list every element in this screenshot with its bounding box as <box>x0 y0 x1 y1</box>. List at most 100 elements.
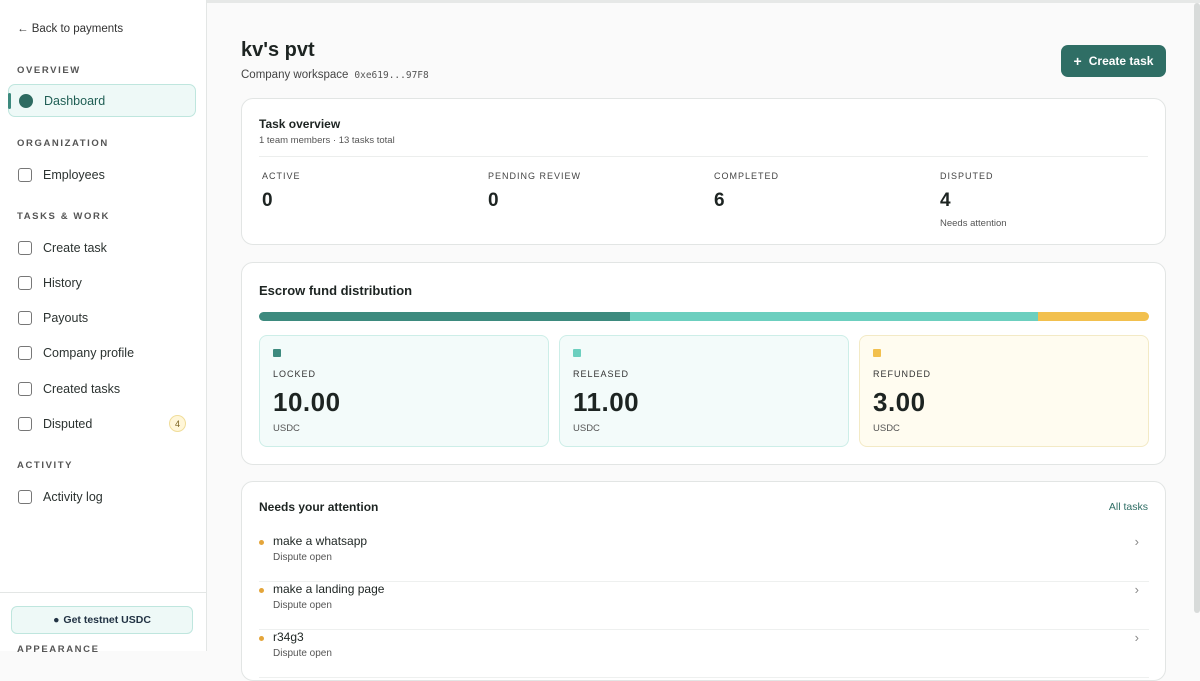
drop-icon: ● <box>53 614 60 626</box>
stat: ACTIVE 0 <box>262 171 482 212</box>
status-dot <box>259 588 264 593</box>
stat: DISPUTED 4 Needs attention <box>940 171 1160 229</box>
escrow-amount: 3.00 <box>873 387 926 417</box>
nav-badge: 4 <box>169 415 186 432</box>
nav-icon <box>18 275 32 290</box>
color-square <box>273 349 281 357</box>
color-square <box>573 349 581 357</box>
escrow-label: REFUNDED <box>873 369 932 379</box>
item-status: Dispute open <box>273 600 332 611</box>
item-status: Dispute open <box>273 552 332 563</box>
wallet-address: 0xe619...97F8 <box>354 70 429 81</box>
chevron: › <box>1134 630 1139 645</box>
bar-segment <box>259 312 630 321</box>
nav-item[interactable]: Disputed 4 <box>8 407 196 440</box>
nav-item[interactable]: Employees <box>8 158 196 191</box>
attention-item[interactable]: make a landing page Dispute open › <box>259 582 1149 630</box>
stat-label: PENDING REVIEW <box>488 171 582 181</box>
escrow-unit: USDC <box>573 423 600 434</box>
stat-value: 4 <box>940 190 951 211</box>
sidebar: ← Back to payments OVERVIEW Dashboard ORGAN… <box>0 0 207 655</box>
stat-value: 6 <box>714 190 725 211</box>
nav-label: Payouts <box>43 310 89 325</box>
stat-label: ACTIVE <box>262 171 301 181</box>
task-overview-card: Task overview 1 team members · 13 tasks t… <box>241 98 1166 245</box>
escrow-box: LOCKED 10.00 USDC <box>259 335 549 447</box>
back-arrow: ← <box>17 23 32 35</box>
nav-icon <box>18 345 32 360</box>
status-dot <box>259 636 264 641</box>
escrow-unit: USDC <box>873 423 900 434</box>
testnet-button[interactable]: ● Get testnet USDC <box>11 606 193 634</box>
card-title: Needs your attention <box>259 500 379 514</box>
nav-label: Create task <box>43 240 107 255</box>
escrow-amount: 11.00 <box>573 387 640 417</box>
attention-item[interactable]: r34g3 Dispute open › <box>259 630 1149 678</box>
stat-label: DISPUTED <box>940 171 994 181</box>
nav-label: Employees <box>43 167 105 182</box>
create-task-button[interactable]: + Create task <box>1061 45 1166 77</box>
attention-item[interactable]: make a whatsapp Dispute open › <box>259 534 1149 582</box>
escrow-card: Escrow fund distribution LOCKED 10.00 USDC R… <box>241 262 1166 465</box>
stat-label: COMPLETED <box>714 171 780 181</box>
item-status: Dispute open <box>273 648 332 659</box>
back-text: Back to payments <box>31 23 124 35</box>
all-tasks-link[interactable]: All tasks <box>1108 501 1148 513</box>
section-title: OVERVIEW <box>17 65 81 76</box>
nav-item[interactable]: Create task <box>8 231 196 264</box>
nav-icon <box>18 310 32 325</box>
workspace-title: kv's pvt <box>241 39 315 61</box>
nav-item[interactable]: Payouts <box>8 301 196 334</box>
nav-label: Activity log <box>43 489 103 504</box>
card-meta: 1 team members · 13 tasks total <box>259 135 395 146</box>
color-square <box>873 349 881 357</box>
main: kv's pvt Company workspace 0xe619...97F8 + C… <box>207 0 1200 681</box>
nav-item[interactable]: Activity log <box>8 480 196 513</box>
nav-icon <box>18 416 32 431</box>
button-label: Create task <box>1088 54 1154 68</box>
status-dot <box>259 540 264 545</box>
back-link[interactable]: ← Back to payments <box>17 23 123 35</box>
stat-value: 0 <box>262 190 273 211</box>
escrow-label: LOCKED <box>273 369 317 379</box>
stat: COMPLETED 6 <box>714 171 934 212</box>
nav-label: Created tasks <box>43 381 121 396</box>
nav-label: Disputed <box>43 416 93 431</box>
nav-item[interactable]: History <box>8 266 196 299</box>
section-title: ORGANIZATION <box>17 138 109 149</box>
plus: + <box>1073 53 1082 69</box>
workspace-subtitle: Company workspace 0xe619...97F8 <box>241 69 429 81</box>
stat-value: 0 <box>488 190 499 211</box>
stat: PENDING REVIEW 0 <box>488 171 708 212</box>
nav-icon <box>18 167 32 182</box>
section-title: TASKS & WORK <box>17 211 110 222</box>
nav-icon <box>18 489 32 504</box>
subtitle-text: Company workspace <box>241 69 349 81</box>
card-title: Escrow fund distribution <box>259 283 413 298</box>
nav-label: Dashboard <box>44 93 106 108</box>
stat-note: Needs attention <box>940 218 1007 229</box>
nav-item[interactable]: Dashboard <box>8 84 196 117</box>
nav-icon <box>18 240 32 255</box>
nav-icon <box>18 381 32 396</box>
nav-item[interactable]: Created tasks <box>8 372 196 405</box>
section-title: ACTIVITY <box>17 460 74 471</box>
bar-segment <box>629 312 1038 321</box>
distribution-bar <box>259 312 1149 321</box>
chevron: › <box>1134 534 1139 549</box>
section-title: APPEARANCE <box>17 644 100 655</box>
item-title: make a whatsapp <box>273 534 368 548</box>
nav-label: History <box>43 275 82 290</box>
escrow-label: RELEASED <box>573 369 630 379</box>
escrow-amount: 10.00 <box>273 387 341 417</box>
escrow-box: REFUNDED 3.00 USDC <box>859 335 1149 447</box>
testnet-label: Get testnet USDC <box>63 614 151 626</box>
divider <box>259 156 1148 157</box>
nav-label: Company profile <box>43 345 135 360</box>
nav-item[interactable]: Company profile <box>8 336 196 369</box>
scrollbar <box>1194 3 1200 613</box>
chevron: › <box>1134 582 1139 597</box>
escrow-unit: USDC <box>273 423 300 434</box>
divider <box>0 592 206 593</box>
